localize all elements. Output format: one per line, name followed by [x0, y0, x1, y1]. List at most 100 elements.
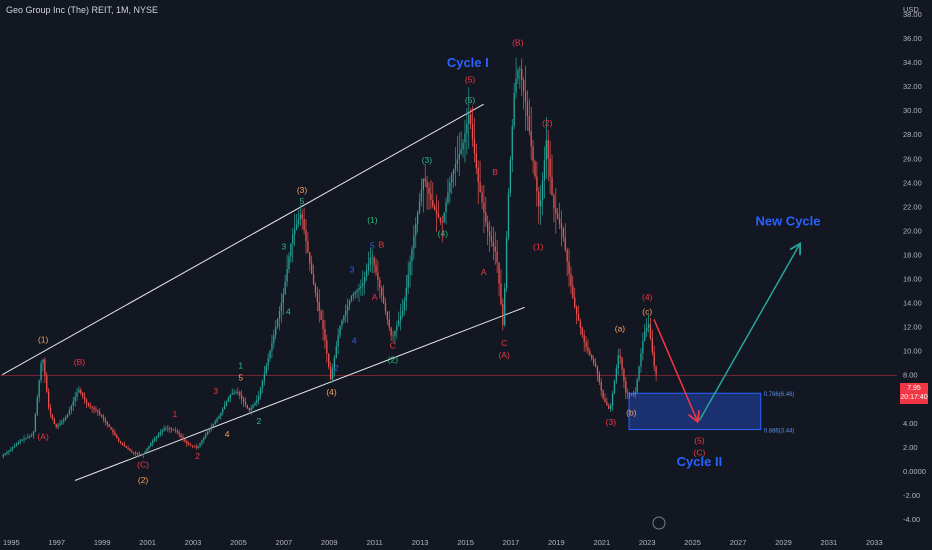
- candle-body: [65, 417, 67, 420]
- candle-body: [23, 438, 25, 440]
- y-tick-label: 14.00: [903, 299, 922, 308]
- candle-body: [248, 408, 250, 411]
- wave-label: (A): [498, 350, 510, 360]
- candle-body: [553, 195, 555, 209]
- wave-label: 2: [195, 451, 200, 461]
- x-tick-label: 2029: [775, 538, 792, 547]
- candle-body: [161, 430, 163, 433]
- x-tick-label: 1999: [94, 538, 111, 547]
- candle-body: [653, 352, 655, 367]
- candle-body: [292, 234, 294, 244]
- candle-body: [72, 401, 74, 406]
- candle-body: [382, 295, 385, 304]
- candle-body: [36, 397, 38, 415]
- candle-body: [258, 395, 260, 401]
- candle-body: [390, 327, 392, 336]
- candle-body: [608, 405, 610, 409]
- candle-body: [487, 222, 489, 232]
- candle-body: [153, 438, 156, 441]
- candle-body: [651, 338, 653, 353]
- candle-body: [174, 430, 177, 432]
- candle-body: [286, 269, 288, 282]
- candle-body: [401, 310, 404, 316]
- candle-body: [628, 393, 631, 395]
- candle-body: [424, 178, 426, 182]
- candle-body: [301, 214, 303, 220]
- candle-body: [405, 287, 407, 301]
- candle-body: [519, 68, 521, 70]
- candle-body: [411, 248, 413, 262]
- candle-body: [27, 437, 29, 438]
- candle-body: [619, 355, 621, 358]
- candle-body: [399, 315, 402, 321]
- candle-body: [428, 187, 430, 194]
- candle-body: [329, 366, 332, 380]
- candle-body: [38, 380, 40, 398]
- candle-body: [276, 319, 279, 328]
- candle-body: [348, 300, 351, 306]
- candle-body: [585, 341, 587, 348]
- candle-body: [102, 417, 105, 420]
- candle-body: [148, 445, 150, 449]
- candle-body: [110, 426, 112, 430]
- wave-label: (2): [542, 118, 553, 128]
- x-tick-label: 2017: [503, 538, 520, 547]
- candle-body: [640, 353, 642, 367]
- candle-body: [68, 410, 71, 415]
- wave-label: (a): [615, 323, 626, 333]
- candle-body: [575, 306, 578, 314]
- candle-body: [152, 440, 154, 444]
- candle-body: [159, 432, 161, 435]
- candle-body: [375, 264, 377, 273]
- candle-body: [591, 355, 593, 360]
- candle-body: [199, 443, 201, 446]
- candle-body: [613, 380, 616, 394]
- candle-body: [297, 219, 300, 225]
- candle-body: [6, 451, 8, 454]
- candle-body: [452, 169, 455, 175]
- candle-body: [606, 402, 608, 406]
- candle-body: [492, 241, 495, 247]
- candle-body: [579, 320, 582, 328]
- candle-body: [364, 277, 366, 284]
- candle-body: [95, 409, 97, 411]
- candle-body: [511, 126, 513, 160]
- candle-body: [594, 363, 597, 368]
- candle-body: [112, 429, 114, 433]
- candle-body: [515, 78, 517, 93]
- candle-body: [19, 440, 21, 443]
- candle-body: [216, 418, 218, 422]
- wave-label: (4): [326, 387, 337, 397]
- candle-body: [146, 448, 148, 452]
- candle-body: [494, 246, 496, 252]
- candle-body: [212, 423, 214, 427]
- candle-body: [335, 346, 337, 358]
- candle-body: [350, 296, 353, 301]
- candle-body: [435, 210, 438, 214]
- candle-body: [223, 405, 226, 410]
- candle-body: [481, 192, 483, 203]
- candle-body: [530, 131, 532, 147]
- candle-body: [587, 347, 589, 352]
- candle-body: [275, 327, 277, 336]
- candle-body: [57, 425, 59, 428]
- candle-body: [311, 263, 313, 275]
- candle-body: [316, 292, 319, 302]
- candle-body: [293, 229, 296, 235]
- candle-body: [447, 192, 449, 203]
- y-tick-label: -4.00: [903, 515, 920, 524]
- wave-label: (b): [626, 408, 637, 418]
- candle-body: [280, 302, 283, 311]
- y-tick-label: 4.00: [903, 419, 918, 428]
- candle-body: [551, 176, 553, 196]
- candle-body: [557, 213, 559, 219]
- wave-label: B: [379, 239, 385, 249]
- candle-body: [458, 154, 460, 160]
- candle-body: [206, 431, 209, 435]
- candle-body: [642, 340, 644, 354]
- wave-label: A: [481, 267, 487, 277]
- candle-body: [388, 319, 390, 328]
- wave-label: (2): [388, 355, 399, 365]
- y-tick-label: 32.00: [903, 82, 922, 91]
- wave-label: (1): [367, 215, 378, 225]
